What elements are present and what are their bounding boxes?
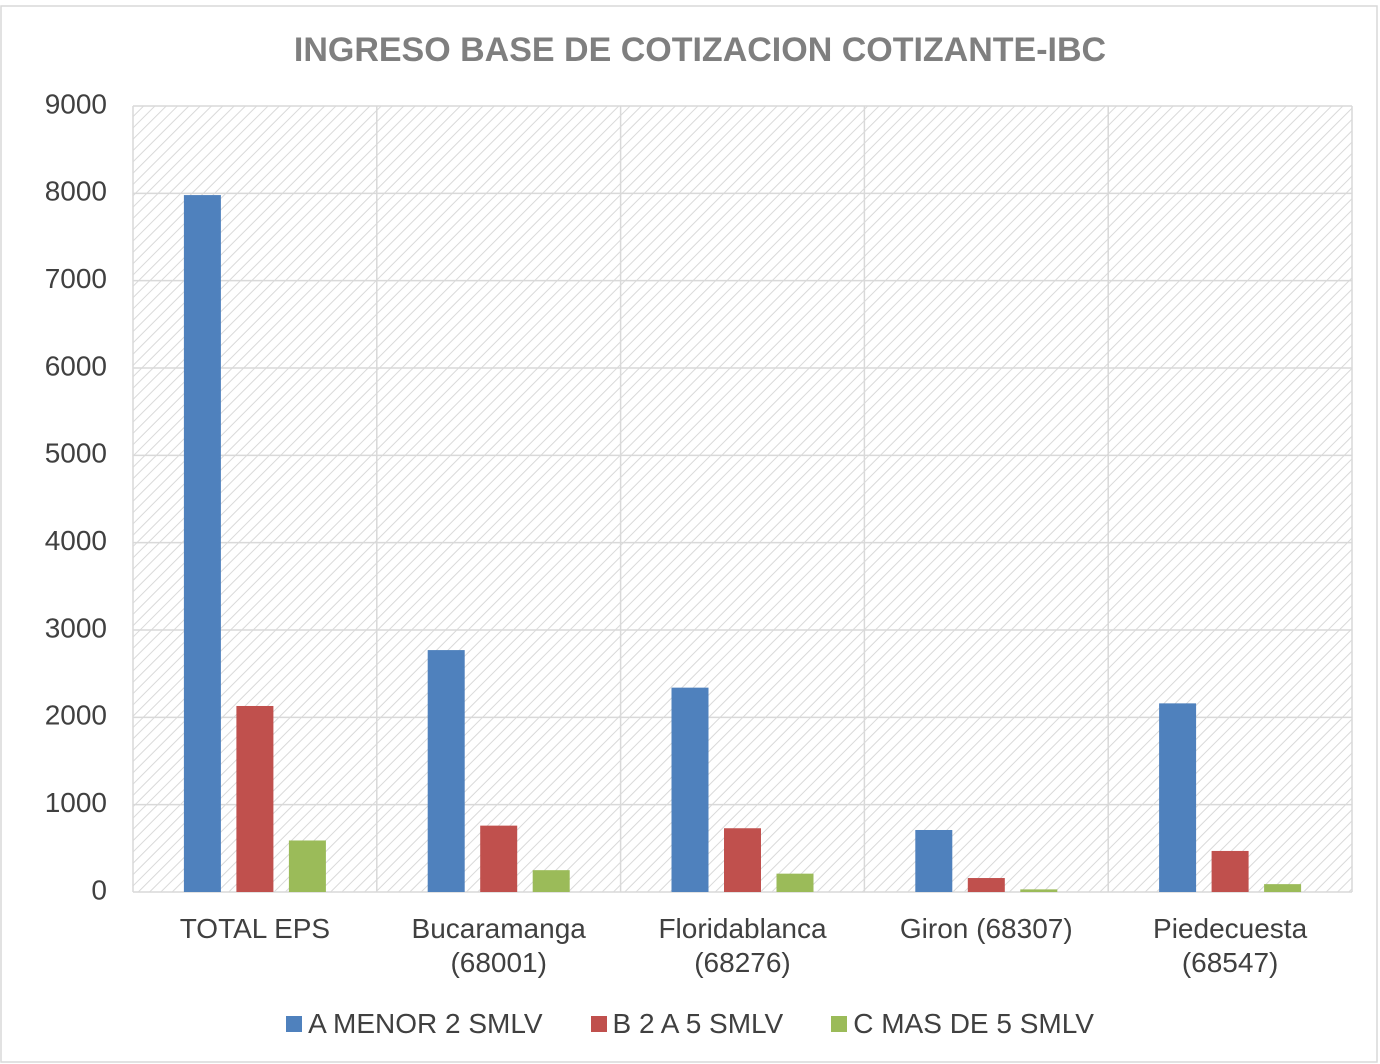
plot-area [133,106,1352,892]
y-tick-label: 6000 [45,350,107,381]
y-tick-label: 7000 [45,263,107,294]
x-tick-label: Piedecuesta (68547) [1153,913,1308,978]
legend-label: B 2 A 5 SMLV [612,1008,784,1039]
chart-title: INGRESO BASE DE COTIZACION COTIZANTE-IBC [294,31,1106,69]
y-tick-label: 9000 [45,88,107,119]
bar [532,870,570,892]
bar [724,828,761,892]
y-tick-label: 2000 [45,700,107,731]
bar [1020,889,1058,892]
legend-label: C MAS DE 5 SMLV [853,1008,1094,1039]
y-tick-label: 4000 [45,525,107,556]
y-tick-label: 0 [91,874,107,905]
bar [236,705,274,892]
x-tick-label: Bucaramanga (68001) [411,913,586,978]
x-tick-label: TOTAL EPS [179,913,331,944]
bar [288,840,326,892]
legend: A MENOR 2 SMLV B 2 A 5 SMLV C MAS DE 5 SML… [0,1008,1380,1040]
x-tick-label: Floridablanca (68276) [658,913,827,978]
legend-label: A MENOR 2 SMLV [308,1008,543,1039]
y-tick-label: 1000 [45,787,107,818]
bar [915,829,953,892]
bar [1159,703,1197,892]
legend-item: A MENOR 2 SMLV [286,1008,543,1040]
y-tick-label: 8000 [45,176,107,207]
x-tick-label: Giron (68307) [899,913,1073,944]
bar [1211,850,1249,892]
bar [671,687,709,892]
legend-swatch [590,1016,607,1032]
bar [1264,884,1302,892]
y-tick-label: 3000 [45,612,107,643]
y-tick-label: 5000 [45,438,107,469]
bar [427,650,465,892]
bar [967,878,1005,892]
legend-swatch [831,1016,848,1032]
legend-item: C MAS DE 5 SMLV [831,1008,1094,1040]
bar [480,825,518,892]
legend-item: B 2 A 5 SMLV [590,1008,784,1040]
legend-swatch [286,1016,303,1032]
bar [183,195,221,892]
bar [776,873,814,892]
